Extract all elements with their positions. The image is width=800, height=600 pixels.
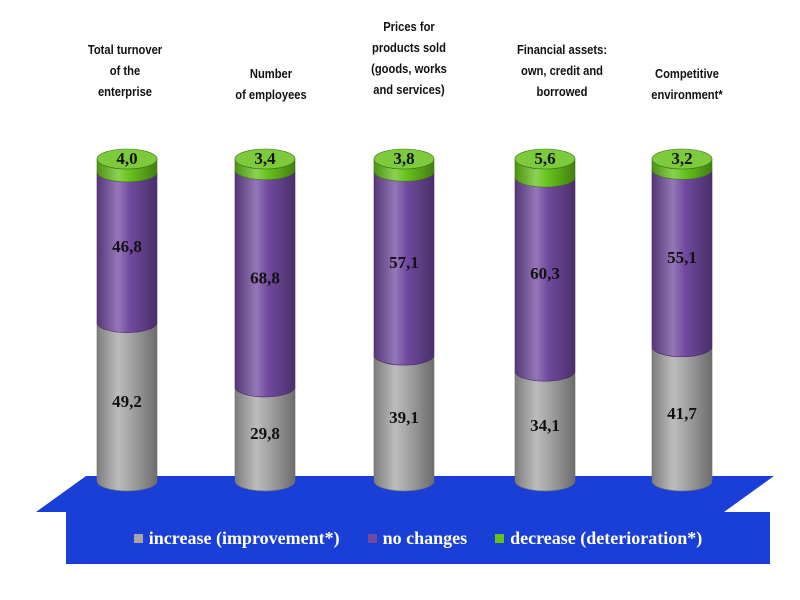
- data-label-4-1: 55,1: [667, 248, 697, 267]
- legend-label-increase: increase (improvement*): [148, 527, 340, 548]
- legend-swatch-no-changes: [367, 533, 377, 543]
- legend-label-no-changes: no changes: [382, 527, 468, 548]
- data-label-3-1: 60,3: [530, 264, 560, 283]
- data-label-1-1: 68,8: [250, 268, 280, 287]
- legend-swatch-decrease: [495, 533, 505, 543]
- bar-top-1: [234, 148, 296, 170]
- category-label-4: Competitive environment*: [651, 66, 723, 102]
- bar-top-2: [373, 148, 435, 170]
- data-label-4-2: 3,2: [671, 149, 692, 168]
- data-label-2-1: 57,1: [389, 253, 419, 272]
- category-label-0: Total turnover of the enterprise: [87, 42, 163, 99]
- legend: increase (improvement*) no changes decre…: [66, 512, 770, 564]
- data-label-0-2: 4,0: [116, 149, 137, 168]
- data-label-4-0: 41,7: [667, 404, 697, 423]
- legend-swatch-increase: [133, 533, 143, 543]
- data-label-1-2: 3,4: [254, 149, 276, 168]
- category-label-3: Financial assets: own, credit and borrow…: [516, 42, 608, 99]
- category-label-1: Number of employees: [235, 66, 307, 102]
- bar-top-0: [96, 148, 158, 170]
- data-label-3-2: 5,6: [534, 149, 555, 168]
- data-label-2-2: 3,8: [393, 149, 414, 168]
- bar-top-4: [651, 148, 713, 170]
- category-label-2: Prices for products sold (goods, works a…: [371, 19, 447, 97]
- data-label-1-0: 29,8: [250, 424, 280, 443]
- data-label-0-1: 46,8: [112, 237, 142, 256]
- legend-item-decrease: decrease (deterioration*): [495, 528, 702, 549]
- data-label-3-0: 34,1: [530, 416, 560, 435]
- legend-label-decrease: decrease (deterioration*): [510, 527, 703, 548]
- legend-box: [66, 512, 770, 564]
- legend-item-increase: increase (improvement*): [133, 527, 340, 549]
- chart-floor: [36, 476, 774, 512]
- legend-item-no-changes: no changes: [367, 527, 468, 549]
- bar-top-3: [514, 148, 576, 170]
- data-label-2-0: 39,1: [389, 408, 419, 427]
- data-label-0-0: 49,2: [112, 392, 142, 411]
